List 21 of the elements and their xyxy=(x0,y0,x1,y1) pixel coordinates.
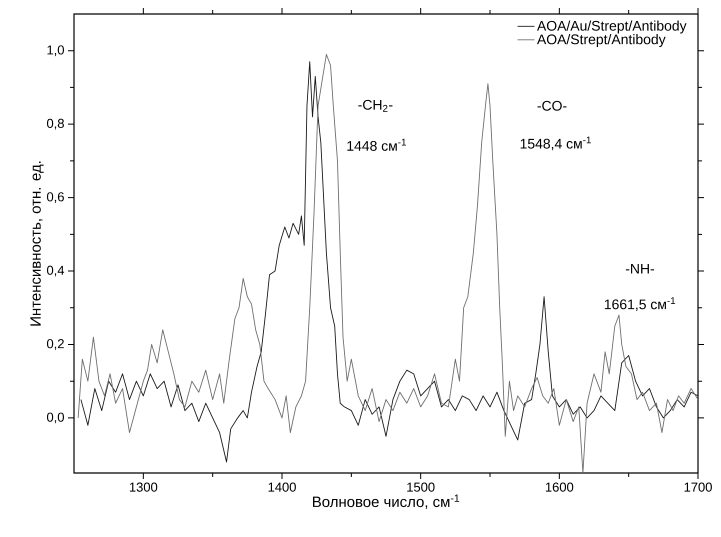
annotation: -NH- xyxy=(626,264,654,274)
annotation: 1448 см$^{-1}$ xyxy=(347,138,406,151)
y-tick-label: 0,6 xyxy=(46,192,64,203)
x-tick-label: 1500 xyxy=(407,482,435,492)
annotation: 1548,4 см$^{-1}$ xyxy=(520,136,591,150)
x-tick-label: 1300 xyxy=(130,482,158,492)
y-tick-label: 0,8 xyxy=(46,118,64,130)
y-tick-label: 0,0 xyxy=(46,412,64,424)
x-tick-label: 1400 xyxy=(268,482,296,492)
x-tick-label: 1700 xyxy=(684,482,712,492)
y-tick-label: 0,4 xyxy=(46,266,64,276)
x-axis-title: Волновое число, см$^{-1}$ xyxy=(313,494,460,509)
legend-label: AOA/Au/Strept/Antibody xyxy=(536,20,687,34)
annotation: -CO- xyxy=(538,100,566,111)
x-tick-label: 1600 xyxy=(546,482,574,492)
annotation: -CH$_{2}$- xyxy=(358,100,392,112)
y-tick-label: 1,0 xyxy=(47,45,64,56)
annotation: 1661,5 см$^{-1}$ xyxy=(604,297,676,311)
legend-label: AOA/Strept/Antibody xyxy=(536,34,666,48)
y-axis-title: Интенсивность, отн. ед. xyxy=(30,162,44,326)
y-tick-label: 0,2 xyxy=(46,339,64,350)
